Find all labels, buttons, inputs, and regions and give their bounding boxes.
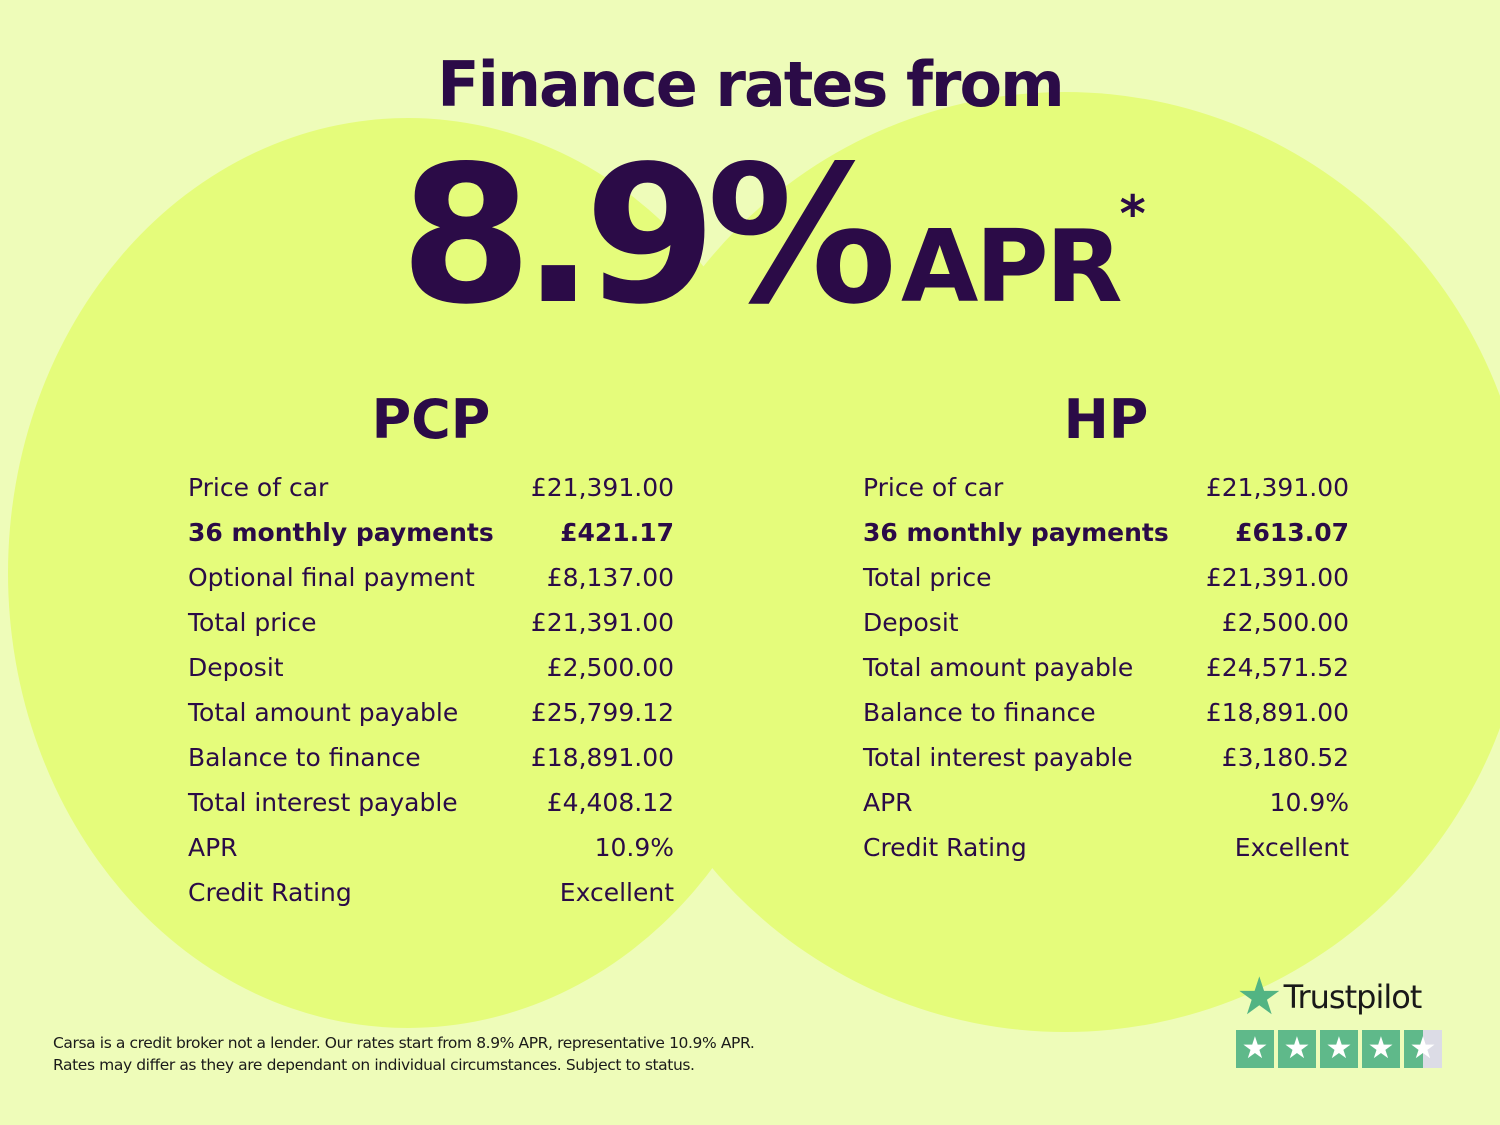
- rate-display: 8.9% APR*: [400, 125, 1146, 346]
- table-row: 36 monthly payments £613.07: [863, 510, 1349, 555]
- disclaimer-line-2: Rates may differ as they are dependant o…: [53, 1056, 695, 1074]
- headline: Finance rates from: [437, 48, 1064, 121]
- table-row: Total amount payable £24,571.52: [863, 645, 1349, 690]
- table-row: Optional final payment £8,137.00: [188, 555, 674, 600]
- star-icon: ★: [1320, 1030, 1358, 1068]
- trustpilot-badge: ★ Trustpilot ★ ★ ★ ★ ★: [1236, 967, 1442, 1068]
- row-label: 36 monthly payments: [863, 518, 1169, 547]
- row-label: Balance to finance: [863, 698, 1096, 727]
- pcp-title: PCP: [371, 388, 491, 451]
- star-icon: ★: [1236, 1030, 1274, 1068]
- table-row: Balance to finance £18,891.00: [863, 690, 1349, 735]
- row-value: £4,408.12: [546, 788, 674, 817]
- row-label: APR: [863, 788, 913, 817]
- row-label: Total interest payable: [188, 788, 458, 817]
- table-row: 36 monthly payments £421.17: [188, 510, 674, 555]
- table-row: Balance to finance £18,891.00: [188, 735, 674, 780]
- star-icon: ★: [1404, 1030, 1442, 1068]
- row-label: Deposit: [863, 608, 959, 637]
- disclaimer: Carsa is a credit broker not a lender. O…: [53, 1032, 755, 1076]
- pcp-table: PCP Price of car £21,391.00 36 monthly pay…: [188, 388, 674, 915]
- table-row: Total interest payable £4,408.12: [188, 780, 674, 825]
- row-label: 36 monthly payments: [188, 518, 494, 547]
- row-value: £8,137.00: [546, 563, 674, 592]
- row-label: Deposit: [188, 653, 284, 682]
- trustpilot-name: Trustpilot: [1283, 978, 1423, 1016]
- row-value: £613.07: [1235, 518, 1349, 547]
- row-label: Total interest payable: [863, 743, 1133, 772]
- row-value: £421.17: [560, 518, 674, 547]
- hp-title: HP: [1063, 388, 1149, 451]
- row-label: Optional final payment: [188, 563, 475, 592]
- row-label: Credit Rating: [188, 878, 352, 907]
- row-value: £21,391.00: [530, 608, 674, 637]
- table-row: Total amount payable £25,799.12: [188, 690, 674, 735]
- table-row: APR 10.9%: [188, 825, 674, 870]
- star-icon: ★: [1236, 967, 1283, 1027]
- table-row: Deposit £2,500.00: [188, 645, 674, 690]
- row-value: £2,500.00: [546, 653, 674, 682]
- row-label: Price of car: [863, 473, 1004, 502]
- row-label: Credit Rating: [863, 833, 1027, 862]
- decorative-circle-right: [600, 92, 1500, 1032]
- row-label: APR: [188, 833, 238, 862]
- row-value: Excellent: [1234, 833, 1349, 862]
- table-row: Price of car £21,391.00: [188, 465, 674, 510]
- row-value: £3,180.52: [1221, 743, 1349, 772]
- star-icon: ★: [1278, 1030, 1316, 1068]
- row-label: Price of car: [188, 473, 329, 502]
- row-value: £18,891.00: [1205, 698, 1349, 727]
- row-label: Total amount payable: [863, 653, 1134, 682]
- row-value: £21,391.00: [530, 473, 674, 502]
- table-row: Credit Rating Excellent: [863, 825, 1349, 870]
- row-label: Total price: [863, 563, 992, 592]
- rate-asterisk: *: [1119, 185, 1146, 243]
- row-value: £21,391.00: [1205, 473, 1349, 502]
- row-value: £2,500.00: [1221, 608, 1349, 637]
- row-value: 10.9%: [1269, 788, 1349, 817]
- table-row: Deposit £2,500.00: [863, 600, 1349, 645]
- table-row: Price of car £21,391.00: [863, 465, 1349, 510]
- table-row: Credit Rating Excellent: [188, 870, 674, 915]
- row-label: Total price: [188, 608, 317, 637]
- row-label: Balance to finance: [188, 743, 421, 772]
- row-value: £24,571.52: [1205, 653, 1349, 682]
- trustpilot-rating: ★ ★ ★ ★ ★: [1236, 1030, 1442, 1068]
- table-row: Total price £21,391.00: [188, 600, 674, 645]
- table-row: Total price £21,391.00: [863, 555, 1349, 600]
- rate-unit: APR: [900, 208, 1123, 325]
- hp-table: HP Price of car £21,391.00 36 monthly paym…: [863, 388, 1349, 870]
- rate-value: 8.9%: [400, 125, 897, 346]
- table-row: Total interest payable £3,180.52: [863, 735, 1349, 780]
- row-value: £25,799.12: [530, 698, 674, 727]
- row-value: 10.9%: [594, 833, 674, 862]
- star-icon: ★: [1362, 1030, 1400, 1068]
- table-row: APR 10.9%: [863, 780, 1349, 825]
- disclaimer-line-1: Carsa is a credit broker not a lender. O…: [53, 1034, 755, 1052]
- row-value: £21,391.00: [1205, 563, 1349, 592]
- row-value: £18,891.00: [530, 743, 674, 772]
- row-value: Excellent: [559, 878, 674, 907]
- row-label: Total amount payable: [188, 698, 459, 727]
